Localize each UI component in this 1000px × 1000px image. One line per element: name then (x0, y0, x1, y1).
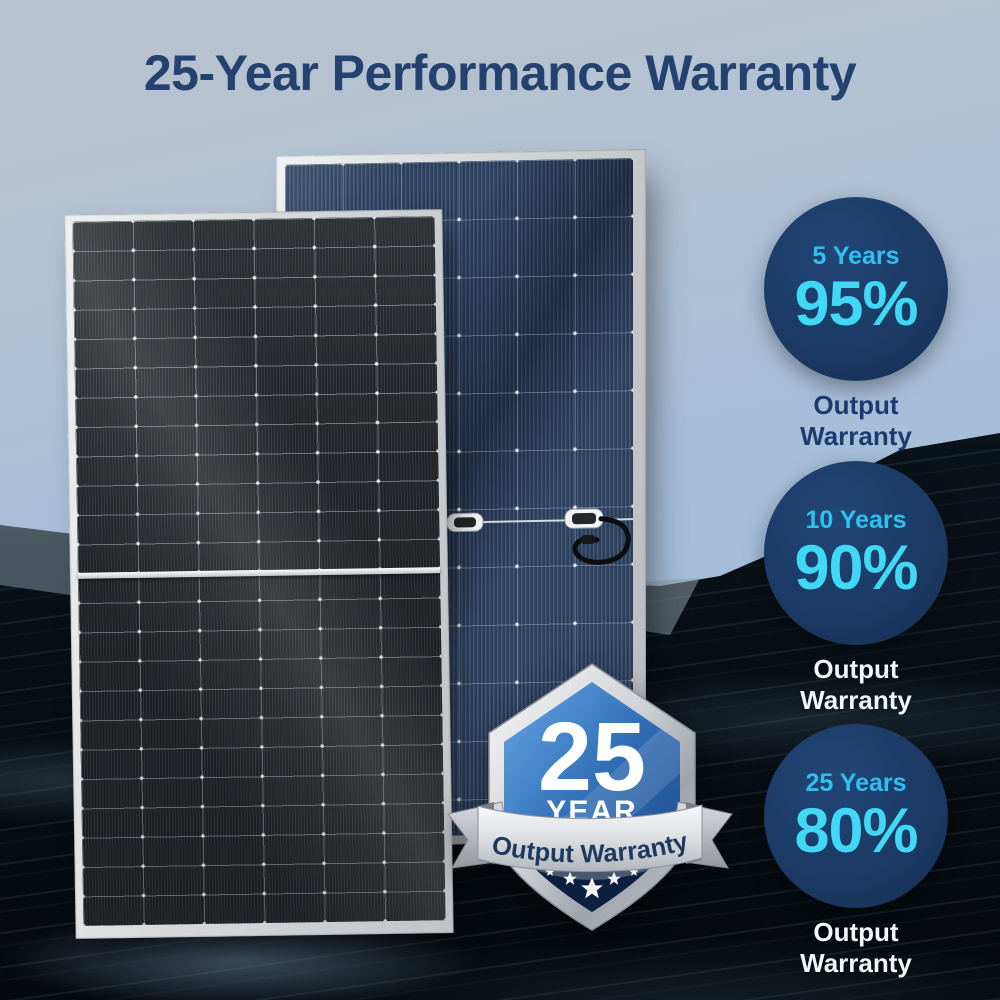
warranty-badge-10-years: 10 Years 90% Output Warranty (764, 461, 948, 716)
warranty-badge-5-years: 5 Years 95% Output Warranty (764, 197, 948, 452)
page-title: 25-Year Performance Warranty (143, 45, 857, 101)
solar-cells-back (285, 158, 633, 839)
shield-number: 25 (538, 702, 646, 811)
badge-label: Output Warranty (800, 917, 912, 978)
badge-percent: 95% (794, 269, 918, 339)
badge-circle: 5 Years 95% (764, 197, 948, 381)
junction-boxes-and-cable (446, 508, 631, 565)
warranty-badge-25-years: 25 Years 80% Output Warranty (764, 724, 948, 979)
solar-cable (572, 516, 631, 565)
badge-circle: 25 Years 80% (764, 724, 948, 908)
badge-years: 10 Years (805, 506, 907, 534)
ribbon: Output Warranty (447, 801, 733, 873)
solar-cells-front (72, 216, 446, 926)
badge-years: 25 Years (805, 769, 907, 797)
badge-years: 5 Years (812, 242, 900, 270)
badge-label: Output Warranty (800, 390, 912, 451)
badge-label: Output Warranty (800, 654, 912, 715)
badge-circle: 10 Years 90% (764, 461, 948, 645)
badge-percent: 90% (794, 533, 918, 603)
panel-divider (77, 567, 441, 579)
solar-panel-front (64, 209, 454, 939)
warranty-shield-badge: 25 YEAR Output Warranty (447, 663, 733, 931)
solar-panel-back (276, 148, 646, 848)
badge-percent: 80% (794, 796, 918, 866)
